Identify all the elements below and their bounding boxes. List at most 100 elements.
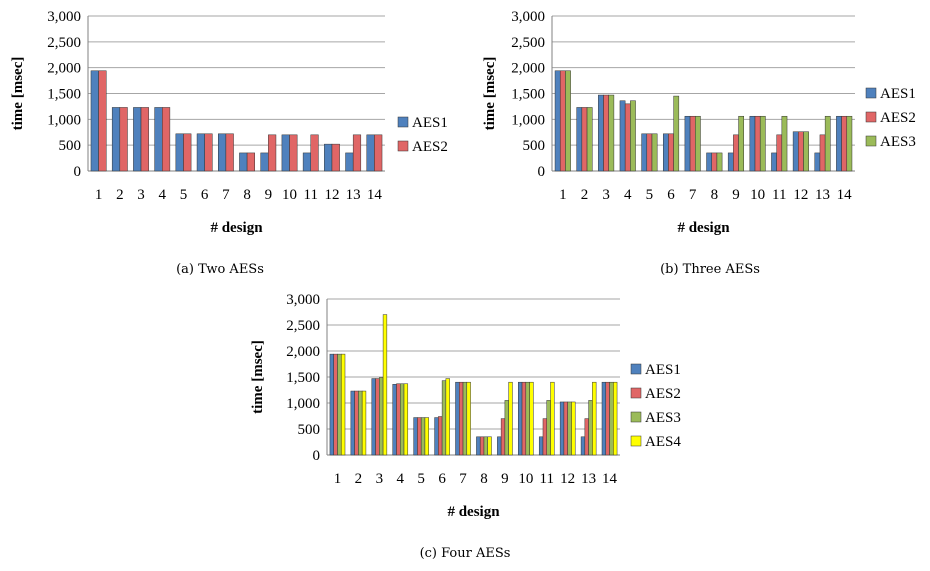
legend-swatch-aes2	[630, 387, 642, 399]
bar-aes2-design-12	[563, 401, 568, 456]
bar-aes3-design-5	[651, 133, 658, 172]
bar-aes2-design-1	[333, 353, 338, 456]
bar-aes1-design-5	[413, 417, 418, 456]
bar-aes4-design-9	[508, 381, 513, 456]
x-tick-label: 3	[137, 187, 145, 203]
bar-aes1-design-10	[281, 134, 290, 172]
bar-aes2-design-2	[354, 390, 359, 456]
bar-aes1-design-9	[260, 152, 269, 172]
bar-aes3-design-14	[609, 381, 614, 456]
bar-aes1-design-9	[497, 436, 502, 456]
legend-label-aes2: AES2	[880, 110, 916, 126]
legend-swatch-aes1	[397, 116, 409, 128]
bar-aes1-design-1	[554, 70, 561, 172]
y-tick-label: 3,000	[286, 292, 320, 308]
bar-aes2-design-7	[225, 133, 234, 172]
legend-label-aes2: AES2	[412, 139, 448, 155]
y-tick-label: 1,000	[47, 112, 81, 128]
bar-aes2-design-9	[268, 134, 277, 172]
x-tick-label: 7	[459, 471, 467, 487]
bar-aes2-design-12	[798, 131, 804, 172]
y-tick-label: 0	[538, 164, 546, 180]
x-tick-label: 13	[346, 187, 361, 203]
bar-aes2-design-4	[624, 103, 631, 172]
x-tick-label: 12	[324, 187, 339, 203]
bar-aes3-design-11	[546, 400, 551, 456]
x-tick-label: 14	[367, 187, 383, 203]
bar-aes2-design-3	[140, 107, 149, 172]
x-tick-label: 8	[711, 187, 719, 203]
x-tick-label: 13	[815, 187, 830, 203]
bar-aes2-design-6	[204, 133, 213, 172]
legend-swatch-aes1	[865, 87, 877, 99]
bar-aes3-design-12	[803, 131, 809, 172]
bar-aes1-design-11	[771, 152, 777, 172]
bar-aes1-design-14	[366, 134, 375, 172]
x-tick-label: 11	[304, 187, 318, 203]
bar-aes2-design-5	[417, 417, 422, 456]
y-tick-label: 1,500	[47, 87, 81, 103]
legend-swatch-aes3	[865, 135, 877, 147]
bar-aes3-design-8	[716, 152, 723, 172]
legend-swatch-aes2	[865, 111, 877, 123]
bar-aes2-design-4	[396, 383, 401, 456]
bar-aes4-design-7	[466, 381, 471, 456]
x-tick-label: 8	[480, 471, 488, 487]
legend-label-aes1: AES1	[880, 86, 916, 102]
bar-aes3-design-9	[738, 115, 745, 172]
bar-aes4-design-14	[613, 381, 618, 456]
bar-aes1-design-7	[455, 381, 460, 456]
legend-swatch-aes4	[630, 435, 642, 447]
x-tick-label: 2	[355, 471, 363, 487]
x-tick-label: 1	[95, 187, 103, 203]
x-tick-label: 7	[689, 187, 697, 203]
x-axis-title: # design	[447, 504, 500, 520]
x-tick-label: 9	[265, 187, 273, 203]
bar-aes3-design-14	[846, 115, 853, 172]
x-tick-label: 3	[376, 471, 384, 487]
x-tick-label: 11	[540, 471, 554, 487]
x-tick-label: 4	[397, 471, 405, 487]
legend: AES1 AES2 AES3	[865, 86, 916, 150]
bar-aes2-design-10	[289, 134, 298, 172]
x-tick-label: 2	[581, 187, 589, 203]
bar-aes1-design-5	[175, 133, 184, 172]
legend-swatch-aes3	[630, 411, 642, 423]
y-tick-label: 1,000	[286, 396, 320, 412]
x-tick-label: 9	[732, 187, 740, 203]
bar-aes3-design-7	[695, 115, 701, 172]
x-tick-label: 7	[222, 187, 230, 203]
bar-aes2-design-7	[689, 115, 696, 172]
bar-aes2-design-1	[98, 70, 107, 172]
y-tick-label: 500	[523, 138, 546, 154]
bar-aes3-design-4	[630, 100, 636, 172]
x-tick-label: 10	[750, 187, 765, 203]
bar-aes1-design-4	[619, 100, 626, 172]
legend-label-aes4: AES4	[645, 434, 681, 450]
x-tick-label: 5	[180, 187, 188, 203]
bar-aes2-design-11	[310, 134, 319, 172]
bar-aes2-design-3	[375, 378, 380, 456]
x-tick-label: 12	[793, 187, 808, 203]
bar-aes3-design-11	[781, 115, 788, 172]
bar-aes1-design-10	[518, 381, 523, 456]
bar-aes1-design-11	[538, 436, 544, 456]
x-axis-title: # design	[210, 220, 263, 236]
bar-aes1-design-14	[836, 115, 842, 172]
x-tick-label: 5	[646, 187, 654, 203]
y-axis-title: time [msec]	[10, 57, 26, 131]
bar-aes3-design-10	[525, 381, 530, 456]
bar-aes1-design-12	[792, 131, 799, 172]
bar-aes2-design-11	[776, 134, 783, 172]
bar-aes1-design-3	[133, 107, 142, 172]
bar-aes3-design-13	[588, 400, 593, 456]
bar-aes2-design-7	[459, 381, 464, 456]
bar-aes4-design-6	[445, 378, 450, 456]
bar-aes1-design-13	[814, 152, 821, 172]
x-tick-label: 9	[501, 471, 509, 487]
bar-aes1-design-6	[434, 417, 439, 456]
legend-label-aes3: AES3	[645, 410, 681, 426]
x-tick-label: 1	[334, 471, 342, 487]
